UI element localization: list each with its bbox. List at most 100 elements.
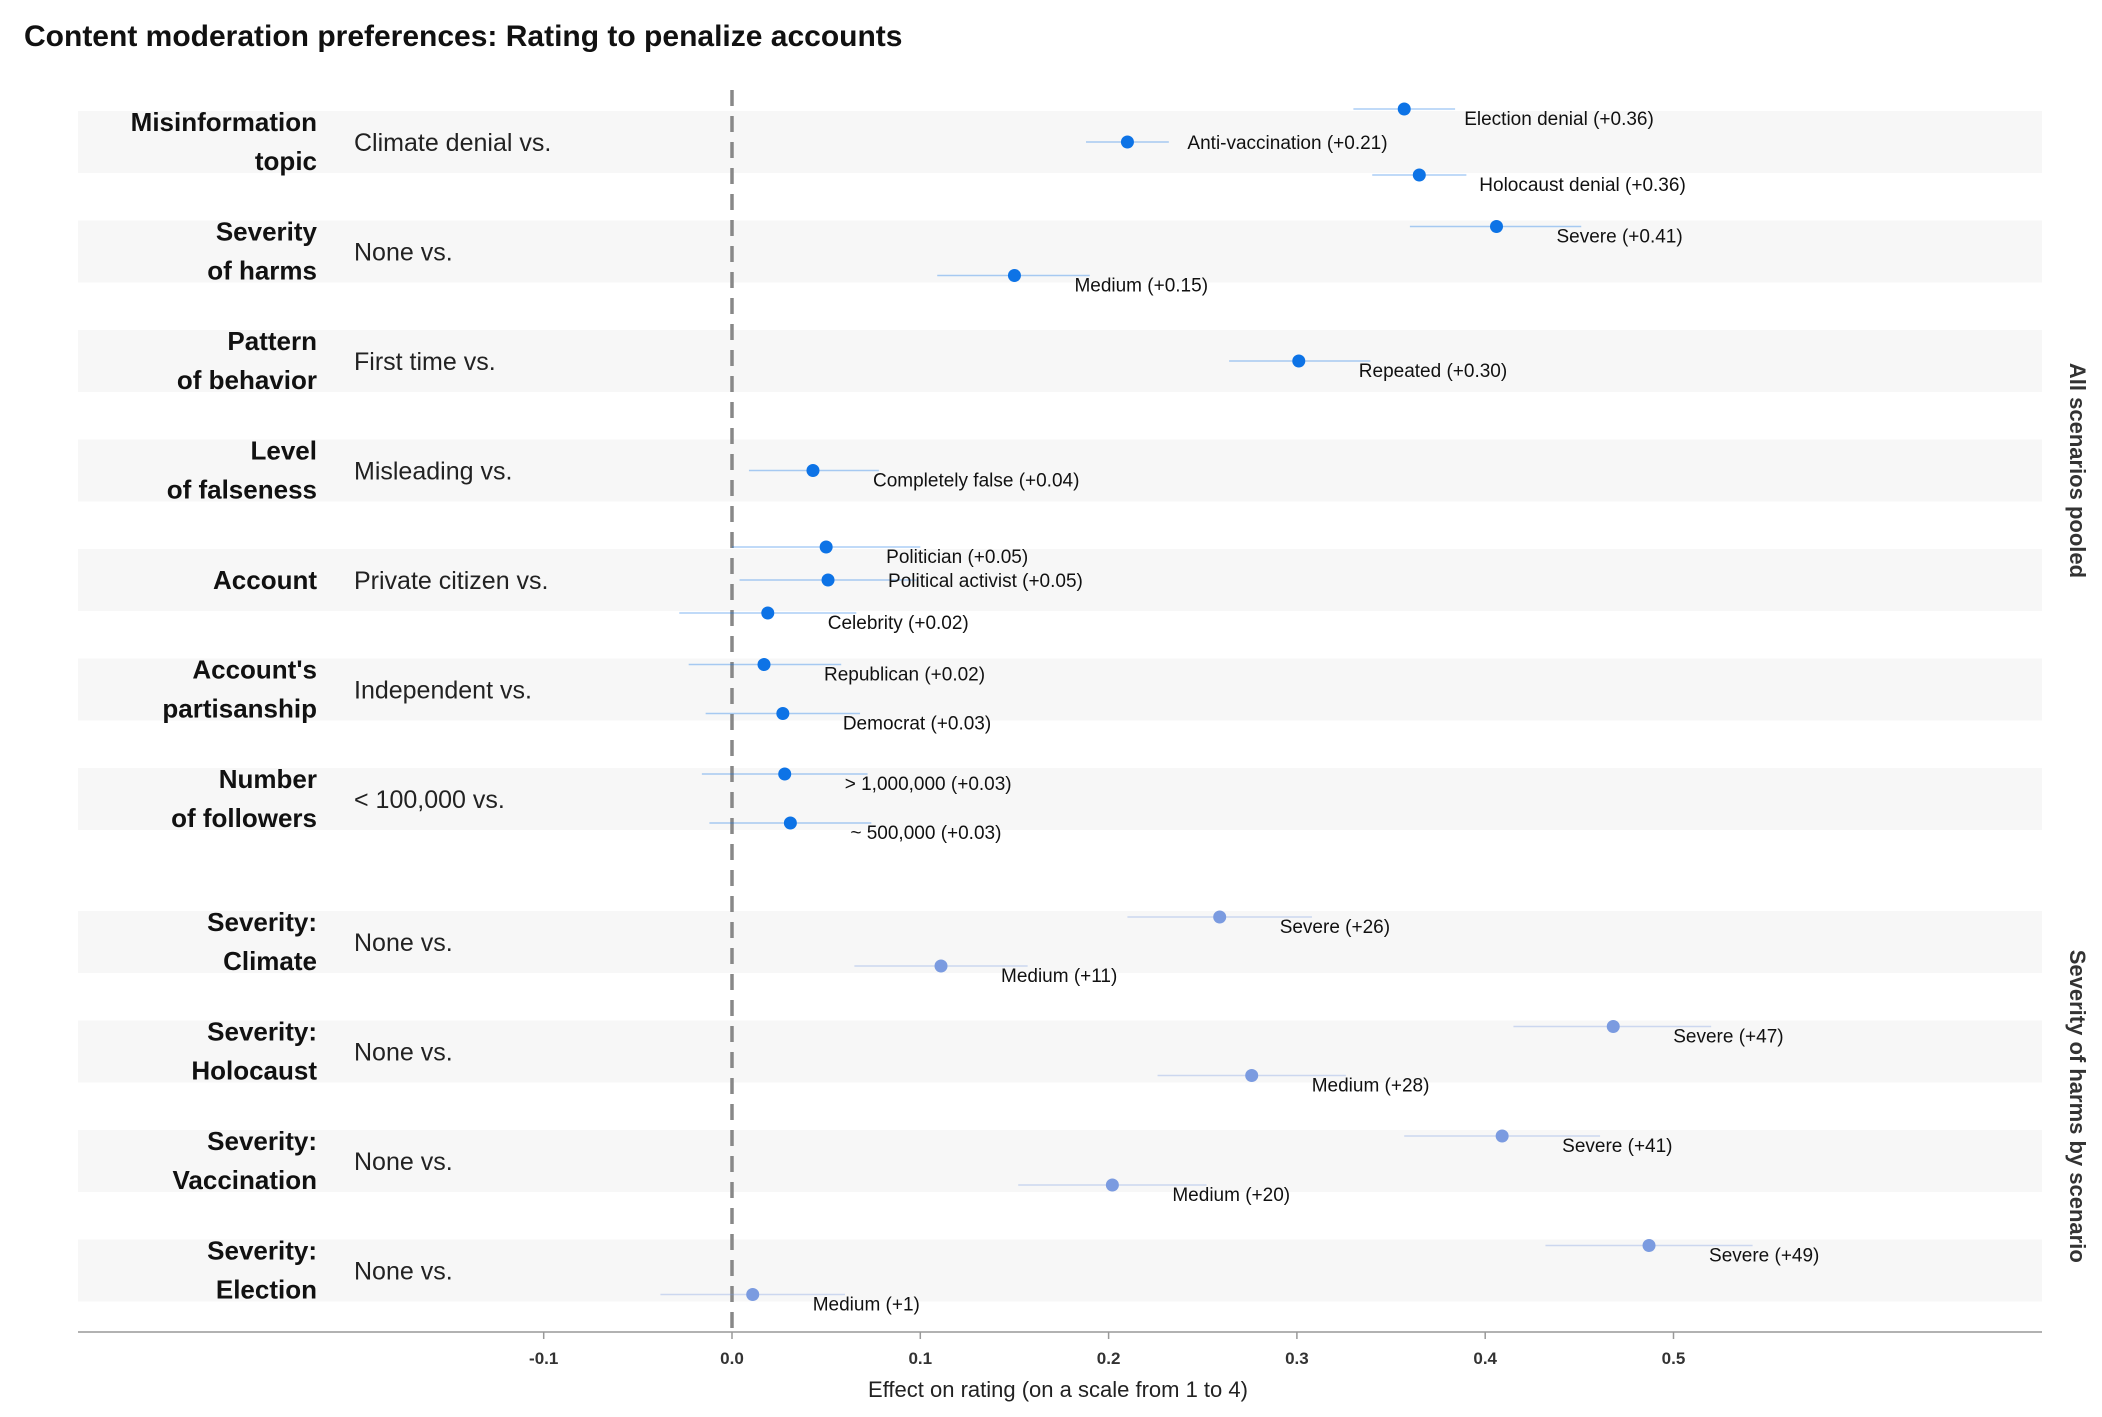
point-label: Severe (+0.41) bbox=[1556, 227, 1682, 248]
point-label: Holocaust denial (+0.36) bbox=[1479, 175, 1686, 196]
point-label: Celebrity (+0.02) bbox=[828, 613, 969, 634]
estimate-point bbox=[1245, 1069, 1259, 1082]
row-label: Account bbox=[213, 565, 317, 595]
row-label: of harms bbox=[207, 256, 317, 286]
estimate-point bbox=[821, 573, 835, 587]
point-label: > 1,000,000 (+0.03) bbox=[845, 774, 1012, 795]
row-band bbox=[78, 220, 2042, 283]
x-tick-label: 0.1 bbox=[908, 1349, 932, 1368]
chart-title: Content moderation preferences: Rating t… bbox=[24, 20, 902, 53]
row-label: Severity: bbox=[207, 1126, 317, 1156]
row-label: Number bbox=[219, 764, 317, 794]
row-label: Severity: bbox=[207, 1236, 317, 1266]
baseline-label: None vs. bbox=[354, 239, 453, 267]
estimate-point bbox=[1292, 354, 1306, 368]
point-label: Medium (+28) bbox=[1312, 1076, 1430, 1097]
point-label: Severe (+47) bbox=[1673, 1027, 1783, 1048]
row-label: Holocaust bbox=[191, 1056, 317, 1086]
point-label: Severe (+41) bbox=[1562, 1136, 1672, 1157]
x-tick-label: 0.0 bbox=[720, 1349, 744, 1368]
point-label: Political activist (+0.05) bbox=[888, 571, 1083, 592]
point-label: Medium (+1) bbox=[813, 1295, 920, 1316]
row-band bbox=[78, 330, 2042, 392]
point-label: Medium (+11) bbox=[1001, 966, 1117, 987]
row-label: Severity: bbox=[207, 1017, 317, 1047]
row-label: partisanship bbox=[162, 694, 317, 724]
x-tick-label: 0.5 bbox=[1662, 1349, 1686, 1368]
row-label: Election bbox=[216, 1275, 317, 1305]
baseline-label: Misleading vs. bbox=[354, 458, 512, 486]
row-bands bbox=[78, 111, 2042, 1302]
estimate-point bbox=[746, 1288, 760, 1301]
x-axis-title: Effect on rating (on a scale from 1 to 4… bbox=[868, 1377, 1248, 1402]
row-label: of falseness bbox=[167, 475, 317, 505]
point-label: Medium (+20) bbox=[1172, 1185, 1290, 1206]
row-label: Account's bbox=[192, 655, 317, 685]
row-label: Vaccination bbox=[173, 1165, 318, 1195]
estimate-point bbox=[1120, 135, 1134, 149]
facet-labels: All scenarios pooled Severity of harms by… bbox=[2065, 363, 2090, 1263]
row-label: of behavior bbox=[177, 365, 317, 395]
x-tick-label: 0.2 bbox=[1097, 1349, 1121, 1368]
point-label: Severe (+26) bbox=[1280, 917, 1390, 938]
baseline-label: Private citizen vs. bbox=[354, 567, 549, 595]
x-tick-label: -0.1 bbox=[529, 1349, 558, 1368]
estimate-point bbox=[783, 816, 797, 830]
estimate-point bbox=[1606, 1020, 1620, 1033]
baseline-label: Climate denial vs. bbox=[354, 129, 551, 157]
baseline-label: First time vs. bbox=[354, 348, 496, 376]
row-label: of followers bbox=[171, 803, 317, 833]
point-label: Democrat (+0.03) bbox=[843, 714, 991, 735]
point-label: Republican (+0.02) bbox=[824, 665, 985, 686]
estimate-point bbox=[934, 959, 948, 973]
estimate-point bbox=[1213, 910, 1227, 924]
row-band bbox=[78, 911, 2042, 973]
row-band bbox=[78, 1239, 2042, 1302]
row-label: Climate bbox=[223, 946, 317, 976]
row-band bbox=[78, 439, 2042, 502]
row-band bbox=[78, 1130, 2042, 1192]
estimate-point bbox=[1007, 269, 1021, 282]
estimate-point bbox=[1105, 1178, 1119, 1192]
point-label: Anti-vaccination (+0.21) bbox=[1187, 133, 1387, 154]
row-label: Misinformation bbox=[131, 107, 317, 137]
estimate-point bbox=[1495, 1129, 1509, 1143]
baseline-label: < 100,000 vs. bbox=[354, 786, 505, 814]
point-label: Medium (+0.15) bbox=[1074, 276, 1208, 297]
estimate-point bbox=[806, 464, 820, 477]
point-label: Severe (+49) bbox=[1709, 1246, 1819, 1267]
row-label: Severity bbox=[216, 217, 318, 247]
row-band bbox=[78, 1020, 2042, 1083]
baseline-label: Independent vs. bbox=[354, 677, 532, 705]
estimate-point bbox=[819, 540, 833, 554]
row-label: Level bbox=[251, 436, 318, 466]
estimate-point bbox=[757, 658, 771, 671]
row-band bbox=[78, 658, 2042, 721]
facet-label: All scenarios pooled bbox=[2065, 363, 2090, 578]
baseline-label: None vs. bbox=[354, 929, 453, 957]
estimate-point bbox=[778, 767, 792, 781]
baseline-label: None vs. bbox=[354, 1039, 453, 1067]
row-labels: Misinformation topic Climate denial vs. Sev… bbox=[131, 107, 552, 1305]
facet-label: Severity of harms by scenario bbox=[2065, 950, 2090, 1263]
estimate-point bbox=[1642, 1239, 1656, 1252]
estimate-point bbox=[1397, 102, 1411, 116]
estimate-point bbox=[776, 707, 790, 720]
point-label: Politician (+0.05) bbox=[886, 547, 1028, 568]
row-band bbox=[78, 768, 2042, 830]
baseline-label: None vs. bbox=[354, 1148, 453, 1176]
estimate-point bbox=[761, 606, 775, 620]
estimate-point bbox=[1489, 220, 1503, 233]
x-tick-label: 0.3 bbox=[1285, 1349, 1309, 1368]
point-label: ~ 500,000 (+0.03) bbox=[850, 823, 1001, 844]
row-label: topic bbox=[255, 146, 317, 176]
point-label: Completely false (+0.04) bbox=[873, 471, 1079, 492]
x-axis: -0.1 0.0 0.1 0.2 0.3 0.4 0.5 bbox=[78, 1331, 2042, 1368]
estimate-point bbox=[1412, 168, 1426, 182]
row-label: Severity: bbox=[207, 907, 317, 937]
row-band bbox=[78, 111, 2042, 173]
row-label: Pattern bbox=[227, 326, 317, 356]
point-label: Repeated (+0.30) bbox=[1359, 361, 1507, 382]
x-tick-label: 0.4 bbox=[1473, 1349, 1497, 1368]
